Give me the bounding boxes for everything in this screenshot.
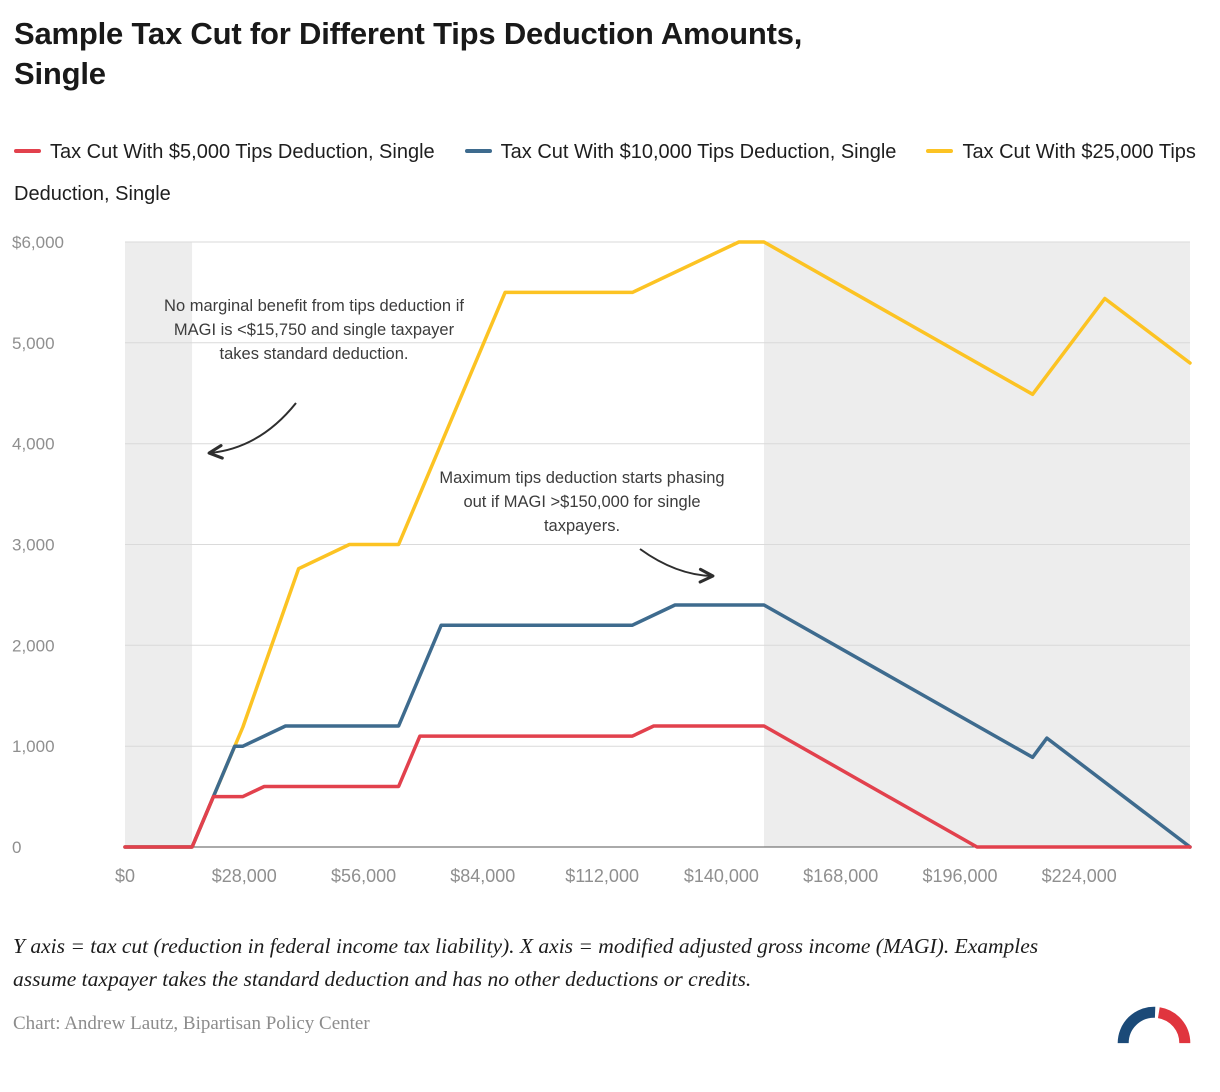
series-line — [123, 603, 1192, 850]
chart-footnote: Y axis = tax cut (reduction in federal i… — [13, 934, 1039, 991]
y-tick-label: 5,000 — [12, 334, 55, 353]
x-tick-label: $84,000 — [450, 866, 515, 886]
annotation-phase-out: Maximum tips deduction starts phasing ou… — [439, 469, 725, 536]
credit-row: Chart: Andrew Lautz, Bipartisan Policy C… — [0, 999, 1220, 1049]
logo-red-arc — [1157, 1007, 1191, 1044]
x-tick-label: $224,000 — [1042, 866, 1117, 886]
y-tick-label: $6,000 — [12, 233, 64, 252]
page-title-line-1: Sample Tax Cut for Different Tips Deduct… — [14, 16, 803, 51]
bipartisan-policy-center-logo — [1117, 1006, 1191, 1044]
annotation-no-marginal-benefit: No marginal benefit from tips deduction … — [164, 297, 464, 364]
x-tick-label: $168,000 — [803, 866, 878, 886]
x-tick-label: $0 — [115, 866, 135, 886]
legend-swatch — [464, 149, 492, 154]
series-line — [123, 724, 1192, 850]
series-line — [123, 240, 1192, 850]
x-tick-label: $140,000 — [684, 866, 759, 886]
page-title: Sample Tax Cut for Different Tips Deduct… — [0, 0, 1220, 93]
legend-swatch — [14, 149, 41, 154]
legend-swatch — [926, 149, 954, 154]
line-chart: 0 1,000 2,000 3,000 4,000 5,000 $6,000 $0 $28,00… — [0, 231, 1220, 896]
legend-item-5000: Tax Cut With $5,000 Tips Deduction, Sing… — [14, 141, 435, 163]
y-tick-label: 1,000 — [12, 738, 55, 757]
legend-item-10000: Tax Cut With $10,000 Tips Deduction, Sin… — [464, 141, 897, 164]
x-tick-label: $56,000 — [331, 866, 396, 886]
legend-label-5000: Tax Cut With $5,000 Tips Deduction, Sing… — [50, 141, 435, 164]
legend-label-25000: Tax Cut With $25,000 Tips Deduction, Sin… — [14, 141, 1196, 206]
annotation-arrow-left — [207, 402, 297, 460]
x-tick-label: $196,000 — [922, 866, 997, 886]
logo-blue-arc — [1117, 1006, 1156, 1044]
chart-credit: Chart: Andrew Lautz, Bipartisan Policy C… — [13, 1012, 370, 1034]
legend-label-10000: Tax Cut With $10,000 Tips Deduction, Sin… — [500, 141, 897, 164]
y-tick-label: 3,000 — [12, 536, 55, 555]
y-tick-label: 4,000 — [12, 435, 55, 454]
x-tick-label: $112,000 — [565, 866, 639, 886]
y-tick-label: 0 — [12, 838, 21, 857]
annotation-arrow-right — [639, 548, 715, 584]
y-tick-label: 2,000 — [12, 637, 55, 656]
x-tick-label: $28,000 — [212, 866, 277, 886]
legend-item-25000: Tax Cut With $25,000 Tips Deduction, Sin… — [14, 141, 1196, 205]
chart-canvas: 0 1,000 2,000 3,000 4,000 5,000 $6,000 $0 $28,00… — [12, 233, 1192, 886]
page-title-line-2: Single — [14, 55, 106, 91]
chart-legend: Tax Cut With $5,000 Tips Deduction, Sing… — [0, 131, 1220, 215]
annotation-arrows — [207, 402, 715, 584]
